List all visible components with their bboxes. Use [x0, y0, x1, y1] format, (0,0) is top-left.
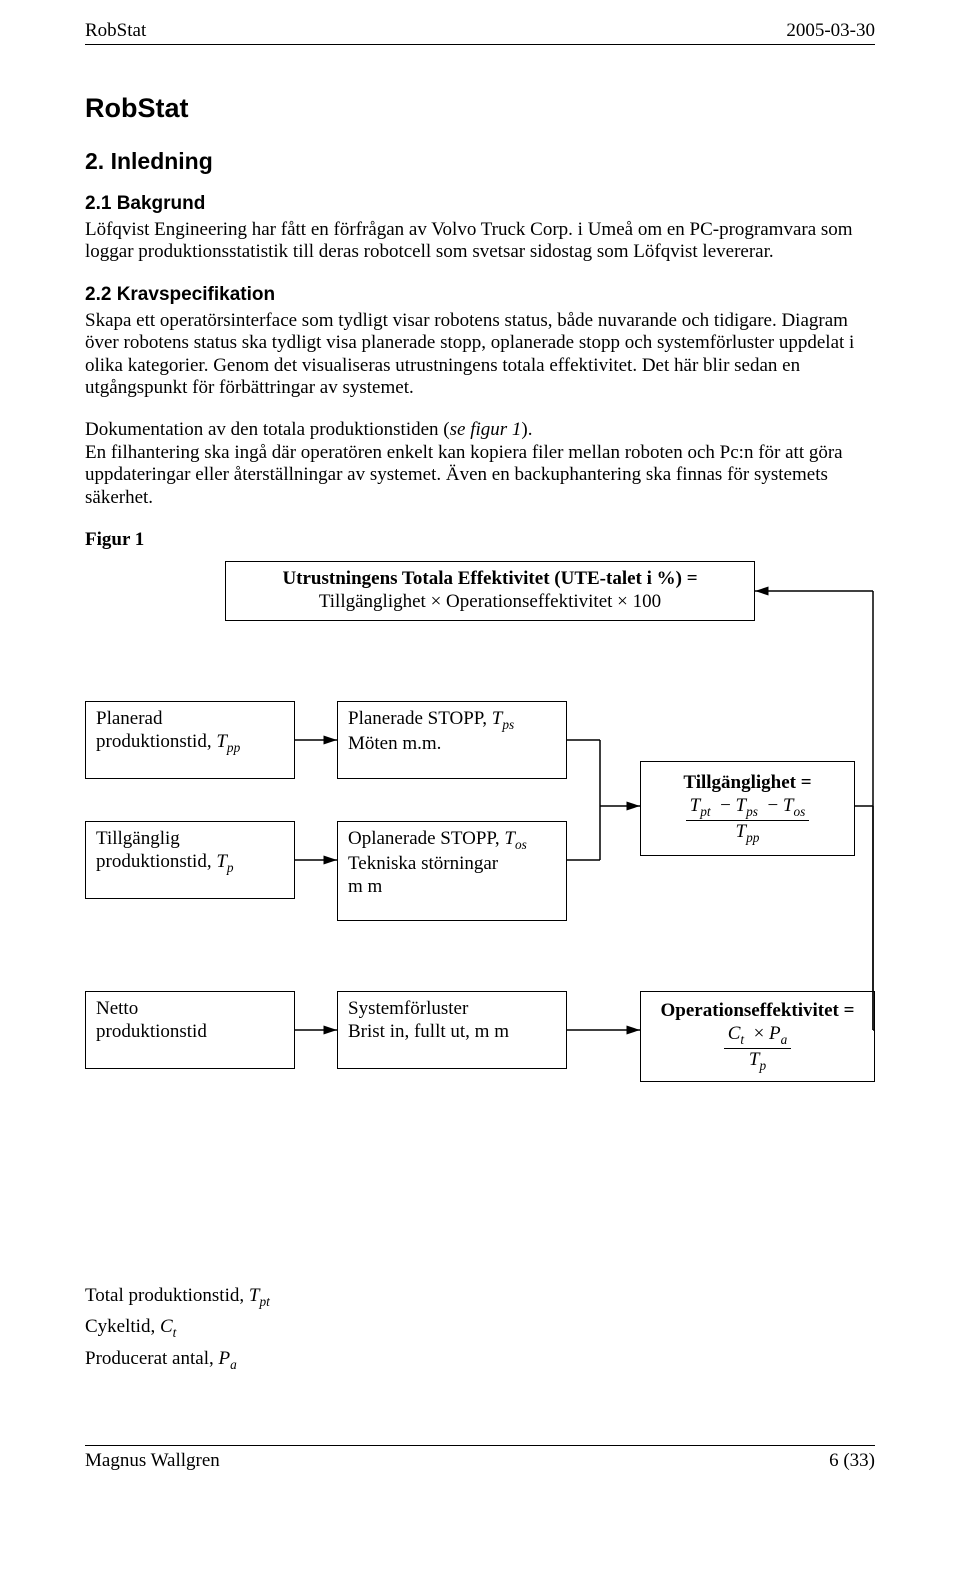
box-planerade-stopp: Planerade STOPP, Tps Möten m.m.	[337, 701, 567, 779]
box-ute: Utrustningens Totala Effektivitet (UTE-t…	[225, 561, 755, 621]
definitions-list: Total produktionstid, Tpt Cykeltid, Ct P…	[85, 1281, 875, 1375]
header-left: RobStat	[85, 20, 146, 42]
figure-1-label: Figur 1	[85, 529, 875, 551]
box-operationseffektivitet: Operationseffektivitet = Ct × Pa Tp	[640, 991, 875, 1082]
box-tillganglig-produktionstid: Tillgänglig produktionstid, Tp	[85, 821, 295, 899]
section-2-1-heading: 2.1 Bakgrund	[85, 193, 875, 215]
section-2-1-body: Löfqvist Engineering har fått en förfråg…	[85, 219, 875, 264]
footer-author: Magnus Wallgren	[85, 1450, 220, 1472]
def-producerat-antal: Producerat antal, Pa	[85, 1344, 875, 1375]
box-planerad-produktionstid: Planerad produktionstid, Tpp	[85, 701, 295, 779]
section-2-2-heading: 2.2 Kravspecifikation	[85, 284, 875, 306]
box-netto-produktionstid: Netto produktionstid	[85, 991, 295, 1069]
page-header: RobStat 2005-03-30	[85, 20, 875, 45]
footer-page-number: 6 (33)	[829, 1450, 875, 1472]
section-2-2-body2: Dokumentation av den totala produktionst…	[85, 419, 875, 509]
def-total-produktionstid: Total produktionstid, Tpt	[85, 1281, 875, 1312]
page-footer: Magnus Wallgren 6 (33)	[85, 1445, 875, 1472]
section-2-heading: 2. Inledning	[85, 148, 875, 175]
box-systemforluster: Systemförluster Brist in, fullt ut, m m	[337, 991, 567, 1069]
doc-title: RobStat	[85, 93, 875, 124]
figure-1-diagram: Utrustningens Totala Effektivitet (UTE-t…	[85, 561, 875, 1241]
box-oplanerade-stopp: Oplanerade STOPP, Tos Tekniska störninga…	[337, 821, 567, 921]
header-date: 2005-03-30	[786, 20, 875, 42]
def-cykeltid: Cykeltid, Ct	[85, 1312, 875, 1343]
box-tillganglighet: Tillgänglighet = Tpt − Tps − Tos Tpp	[640, 761, 855, 856]
section-2-2-body1: Skapa ett operatörsinterface som tydligt…	[85, 310, 875, 400]
